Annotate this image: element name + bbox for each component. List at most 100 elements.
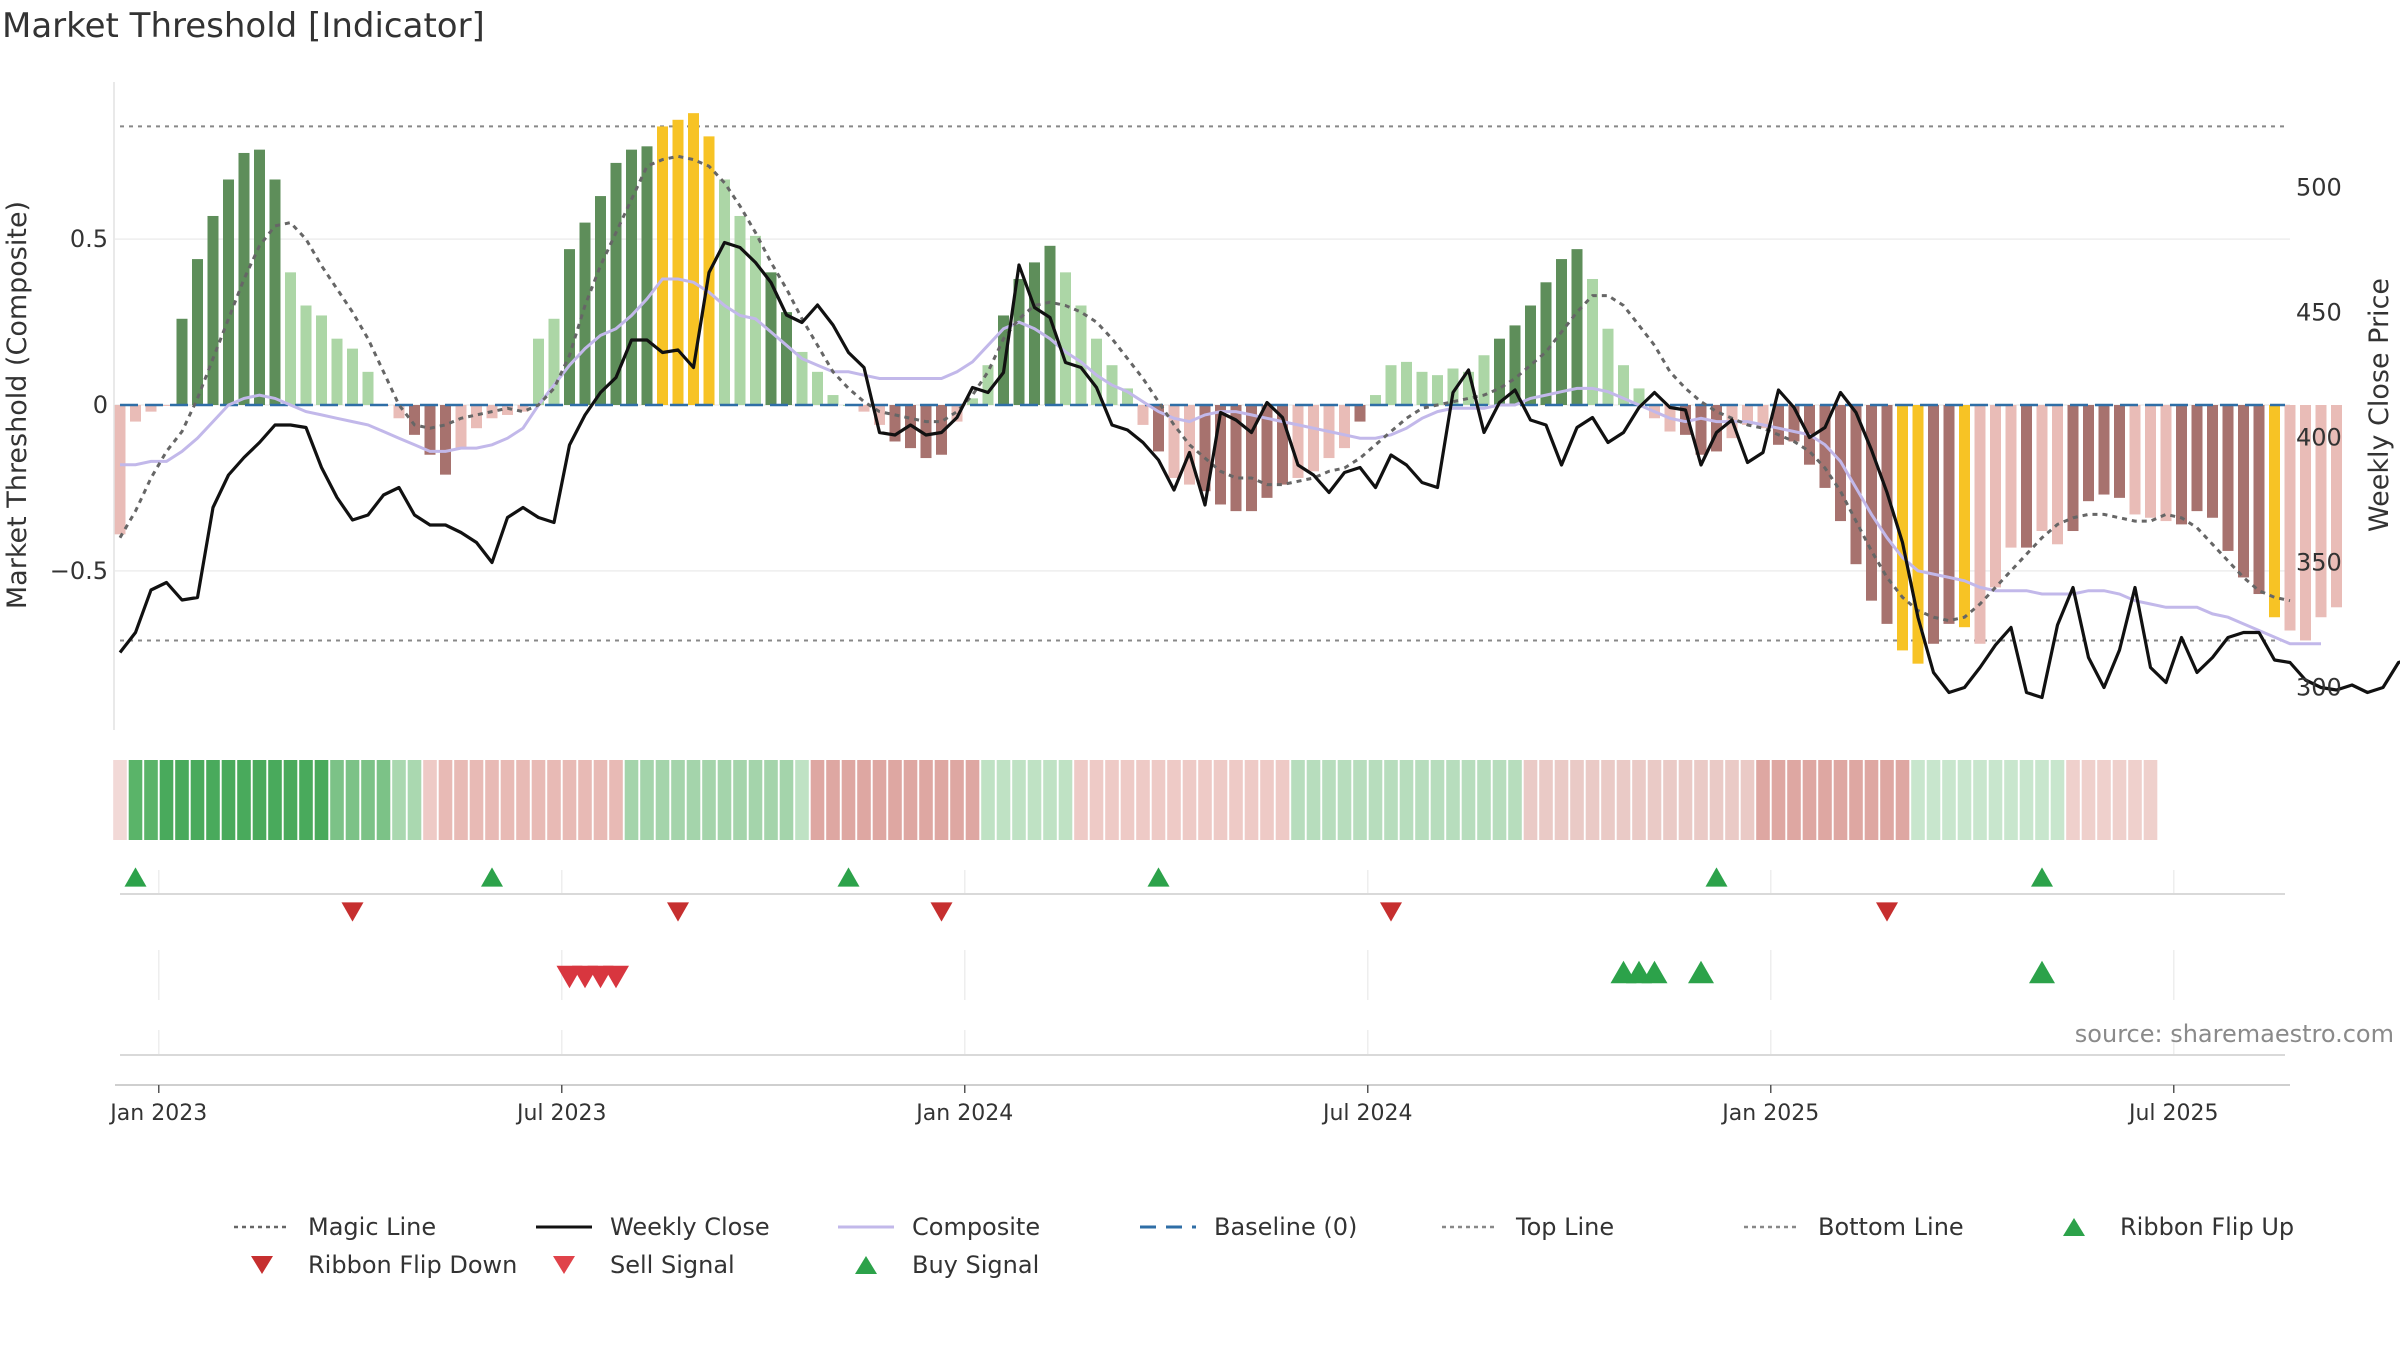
composite-bar <box>238 152 250 405</box>
ribbon-flip-down-marker <box>667 902 689 922</box>
y-tick-label: −0.5 <box>50 557 108 585</box>
composite-bar <box>1540 282 1552 405</box>
composite-bar <box>672 119 684 405</box>
composite-bar <box>1587 278 1598 405</box>
ribbon-flip-up-marker <box>124 867 147 887</box>
composite-bar <box>998 315 1009 405</box>
ribbon-cell <box>593 760 608 840</box>
ribbon-cell <box>1415 760 1429 840</box>
composite-bar <box>2145 405 2156 518</box>
ribbon-cell <box>2066 760 2080 840</box>
signal-markers <box>120 867 2285 1056</box>
composite-bar <box>1773 405 1784 445</box>
x-tick-label: Jul 2025 <box>2127 1101 2219 1126</box>
ribbon-cell <box>1895 760 1910 840</box>
y-tick-label: 0 <box>93 391 108 419</box>
ribbon-cell <box>1864 760 1879 840</box>
ribbon-cell <box>671 760 685 840</box>
ribbon-cell <box>857 760 871 840</box>
composite-bar <box>796 351 808 405</box>
trend-ribbon <box>113 760 2158 840</box>
ribbon-cell <box>2035 760 2049 840</box>
ribbon-cell <box>469 760 484 840</box>
ribbon-cell <box>438 760 453 840</box>
composite-bar <box>2098 405 2110 495</box>
y2-axis-title: Weekly Close Price <box>2364 278 2395 532</box>
legend-symbol <box>536 1225 592 1229</box>
ribbon-cell <box>175 760 189 840</box>
ribbon-cell <box>609 760 623 840</box>
ribbon-cell <box>779 760 794 840</box>
ribbon-cell <box>1229 760 1243 840</box>
legend-row: Magic Line Weekly Close Composite Baseline … <box>230 1208 2370 1246</box>
ribbon-cell <box>903 760 918 840</box>
composite-bar <box>2083 405 2094 502</box>
ribbon-cell <box>2050 760 2065 840</box>
ribbon-cell <box>1027 760 1042 840</box>
legend-item: Bottom Line <box>1740 1213 2042 1241</box>
composite-bar <box>1912 405 1924 664</box>
ribbon-flip-down-marker <box>341 902 364 922</box>
ribbon-cell <box>1353 760 1367 840</box>
composite-bar <box>2315 405 2327 618</box>
legend-symbol <box>855 1256 877 1274</box>
composite-bar <box>1618 365 1629 405</box>
composite-bar <box>765 272 777 405</box>
composite-bar <box>1602 328 1614 405</box>
legend-item: Magic Line <box>230 1213 532 1241</box>
ribbon-cell <box>1368 760 1383 840</box>
ribbon-cell <box>1151 760 1166 840</box>
composite-bar <box>1354 405 1366 422</box>
legend-item: Sell Signal <box>532 1251 834 1279</box>
ribbon-cell <box>2019 760 2034 840</box>
y2-tick-label: 300 <box>2296 674 2342 702</box>
composite-bar <box>1339 405 1350 449</box>
ribbon-cell <box>795 760 809 840</box>
ribbon-flip-down-marker <box>1380 902 1402 922</box>
composite-bar <box>2129 405 2141 515</box>
ribbon-cell <box>1802 760 1817 840</box>
composite-bar <box>1370 395 1381 405</box>
ribbon-cell <box>1213 760 1228 840</box>
legend-label: Ribbon Flip Down <box>308 1251 518 1279</box>
ribbon-cell <box>500 760 515 840</box>
ribbon-cell <box>1585 760 1600 840</box>
ribbon-cell <box>655 760 670 840</box>
ribbon-cell <box>1694 760 1708 840</box>
ribbon-cell <box>1539 760 1553 840</box>
ribbon-cell <box>454 760 468 840</box>
ribbon-cell <box>764 760 778 840</box>
y2-tick-label: 500 <box>2296 174 2342 202</box>
legend-symbol <box>1442 1225 1498 1229</box>
ribbon-cell <box>1167 760 1181 840</box>
ribbon-cell <box>2004 760 2018 840</box>
composite-bar <box>300 305 312 405</box>
composite-bar <box>688 113 699 405</box>
composite-bar <box>269 179 281 405</box>
composite-bar <box>347 348 358 405</box>
composite-bar <box>2114 405 2125 498</box>
composite-bar <box>1478 355 1490 405</box>
indicator-lines <box>118 154 2400 700</box>
ribbon-cell <box>1988 760 2003 840</box>
ribbon-cell <box>2143 760 2158 840</box>
composite-bar <box>362 371 374 405</box>
y2-tick-label: 350 <box>2296 549 2342 577</box>
composite-bar <box>1711 405 1722 452</box>
ribbon-flip-up-marker <box>481 867 503 887</box>
composite-bar <box>1695 405 1707 455</box>
legend-item: Ribbon Flip Up <box>2042 1213 2344 1241</box>
ribbon-cell <box>1136 760 1150 840</box>
composite-bar <box>471 405 482 429</box>
composite-bar <box>1943 405 1955 624</box>
composite-bar <box>1091 338 1102 405</box>
composite-bar <box>1044 245 1056 405</box>
buy-signal-marker <box>1688 960 1714 984</box>
ribbon-cell <box>1725 760 1739 840</box>
ribbon-cell <box>547 760 561 840</box>
legend-label: Sell Signal <box>610 1251 735 1279</box>
legend-swatch <box>834 1253 898 1277</box>
ribbon-cell <box>206 760 220 840</box>
ribbon-cell <box>1771 760 1786 840</box>
composite-bar <box>1633 388 1645 405</box>
